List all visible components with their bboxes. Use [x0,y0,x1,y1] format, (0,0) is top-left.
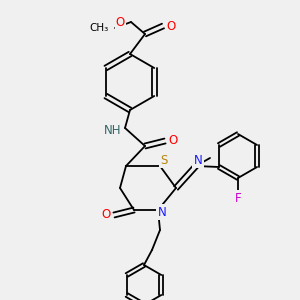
Text: N: N [194,154,202,166]
Text: O: O [116,16,125,28]
Text: O: O [168,134,178,148]
Text: N: N [158,206,166,218]
Text: CH₃: CH₃ [90,23,109,33]
Text: F: F [235,191,241,205]
Text: S: S [160,154,168,166]
Text: O: O [167,20,176,32]
Text: NH: NH [103,124,121,136]
Text: O: O [101,208,111,221]
